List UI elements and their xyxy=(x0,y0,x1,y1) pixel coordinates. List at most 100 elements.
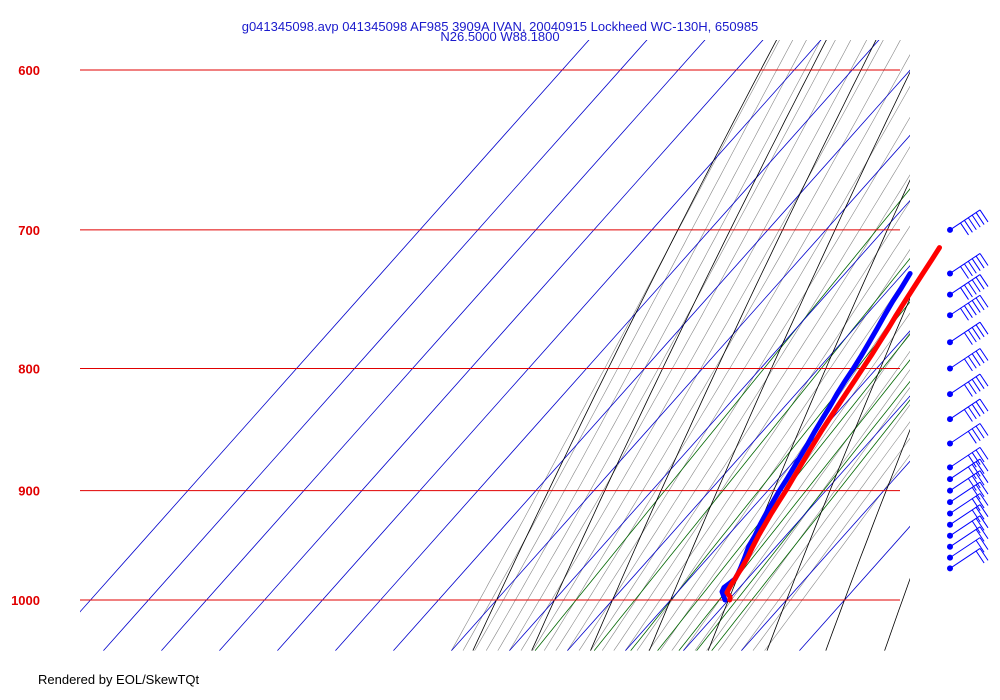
wind-barb xyxy=(947,373,989,398)
wind-barb-staff xyxy=(949,321,981,343)
wind-barb-feather xyxy=(967,466,977,480)
wind-barb-staff xyxy=(949,526,981,548)
wind-barb-feather xyxy=(971,258,981,271)
wind-barb-feather xyxy=(971,498,981,511)
moist-adiabat-line xyxy=(520,40,868,651)
wind-barb xyxy=(947,458,989,483)
wind-barb-feather xyxy=(979,274,989,287)
sounding-traces xyxy=(719,245,942,603)
wind-barb-feather xyxy=(967,329,977,343)
wind-barb-feather xyxy=(971,327,981,340)
wind-barb-feather xyxy=(979,321,989,335)
wind-barb-feather xyxy=(975,449,985,463)
wind-barb-staff xyxy=(949,398,981,420)
wind-barb xyxy=(947,423,989,447)
dry-adiabat-line xyxy=(590,40,877,651)
wind-barb-feather xyxy=(967,282,977,295)
wind-barb-staff xyxy=(949,470,981,492)
moist-adiabat-line xyxy=(659,292,910,651)
wind-barb-staff xyxy=(949,373,981,395)
wind-barb-feather xyxy=(967,406,977,420)
wind-barb-feather xyxy=(975,297,985,311)
wind-barb-staff xyxy=(949,458,981,480)
moist-adiabat-line xyxy=(764,454,910,651)
wind-barb-feather xyxy=(975,484,985,498)
moist-adiabat-line xyxy=(543,40,901,651)
wind-barb-feather xyxy=(967,356,977,369)
wind-barb-feather xyxy=(979,548,989,561)
moist-adiabat-line xyxy=(532,40,884,651)
isotherm-line xyxy=(799,525,910,651)
wind-barb xyxy=(947,547,989,572)
wind-barb xyxy=(947,504,989,528)
moist-adiabat-line xyxy=(555,54,910,651)
moist-adiabat-line xyxy=(683,332,910,651)
wind-barb xyxy=(947,515,989,539)
wind-barb-feather xyxy=(979,493,989,506)
wind-barb-staff xyxy=(949,446,981,468)
isotherm-lines xyxy=(80,40,910,651)
wind-barb-feather xyxy=(979,398,989,412)
wind-barb-staff xyxy=(949,515,981,537)
wind-barb-feather xyxy=(971,464,981,477)
isotherm-line xyxy=(451,134,910,651)
moist-adiabat-line xyxy=(567,85,910,651)
mixing-ratio-line xyxy=(593,257,910,651)
wind-barb-feather xyxy=(971,279,981,293)
isotherm-line xyxy=(683,395,910,651)
dry-adiabat-line xyxy=(648,71,910,651)
wind-barb-feather xyxy=(975,461,985,474)
wind-barb-feather xyxy=(975,425,985,439)
wind-barb-staff xyxy=(949,504,981,526)
wind-barb-feather xyxy=(967,454,977,468)
moist-adiabat-line xyxy=(462,40,794,651)
wind-barb-feather xyxy=(979,537,989,550)
wind-barb-feather xyxy=(975,473,985,486)
isotherm-line xyxy=(509,199,910,651)
wind-barb xyxy=(947,209,989,236)
wind-barb-feather xyxy=(975,350,985,364)
mixing-ratio-line xyxy=(678,359,910,651)
dry-adiabat-line xyxy=(472,40,778,651)
wind-barb-feather xyxy=(975,376,985,389)
wind-barb-feather xyxy=(971,475,981,489)
moist-adiabat-line xyxy=(613,200,910,651)
wind-barb-feather xyxy=(967,381,977,395)
wind-barb-feather xyxy=(971,428,981,441)
wind-barb xyxy=(947,537,989,561)
wind-barb-feather xyxy=(975,507,985,520)
mixing-ratio-line xyxy=(696,380,910,651)
wind-barb xyxy=(947,470,989,494)
wind-barb-feather xyxy=(979,294,989,308)
pressure-label-900: 900 xyxy=(18,484,40,499)
wind-barb-feather xyxy=(963,284,973,298)
wind-barb xyxy=(947,253,989,279)
moist-adiabat-line xyxy=(485,40,821,651)
wind-barb-feather xyxy=(979,526,989,540)
wind-barb-feather xyxy=(967,302,977,316)
wind-barb-feather xyxy=(960,287,969,300)
moist-adiabat-line xyxy=(671,312,910,651)
wind-barb-staff xyxy=(949,294,981,316)
moist-adiabat-line xyxy=(497,40,836,651)
mixing-ratio-line xyxy=(711,399,910,651)
wind-barb-feather xyxy=(963,263,973,277)
wind-barb-feather xyxy=(979,253,989,266)
dry-adiabat-line xyxy=(825,428,910,651)
dry-adiabat-line xyxy=(943,0,1000,651)
moist-adiabat-line xyxy=(509,40,852,651)
wind-barb-feather xyxy=(979,515,989,529)
wind-barb xyxy=(947,321,989,346)
moist-adiabat-line xyxy=(578,116,910,651)
wind-barb xyxy=(947,348,989,372)
wind-barb xyxy=(947,274,989,300)
pressure-label-600: 600 xyxy=(18,63,40,78)
wind-barb-staff xyxy=(949,253,981,274)
wind-barb xyxy=(947,294,989,321)
wind-barb-feather xyxy=(975,401,985,414)
wind-barb-feather xyxy=(975,276,985,290)
wind-barb xyxy=(947,493,989,517)
wind-barb-feather xyxy=(971,509,981,523)
wind-barb-feather xyxy=(971,404,981,417)
